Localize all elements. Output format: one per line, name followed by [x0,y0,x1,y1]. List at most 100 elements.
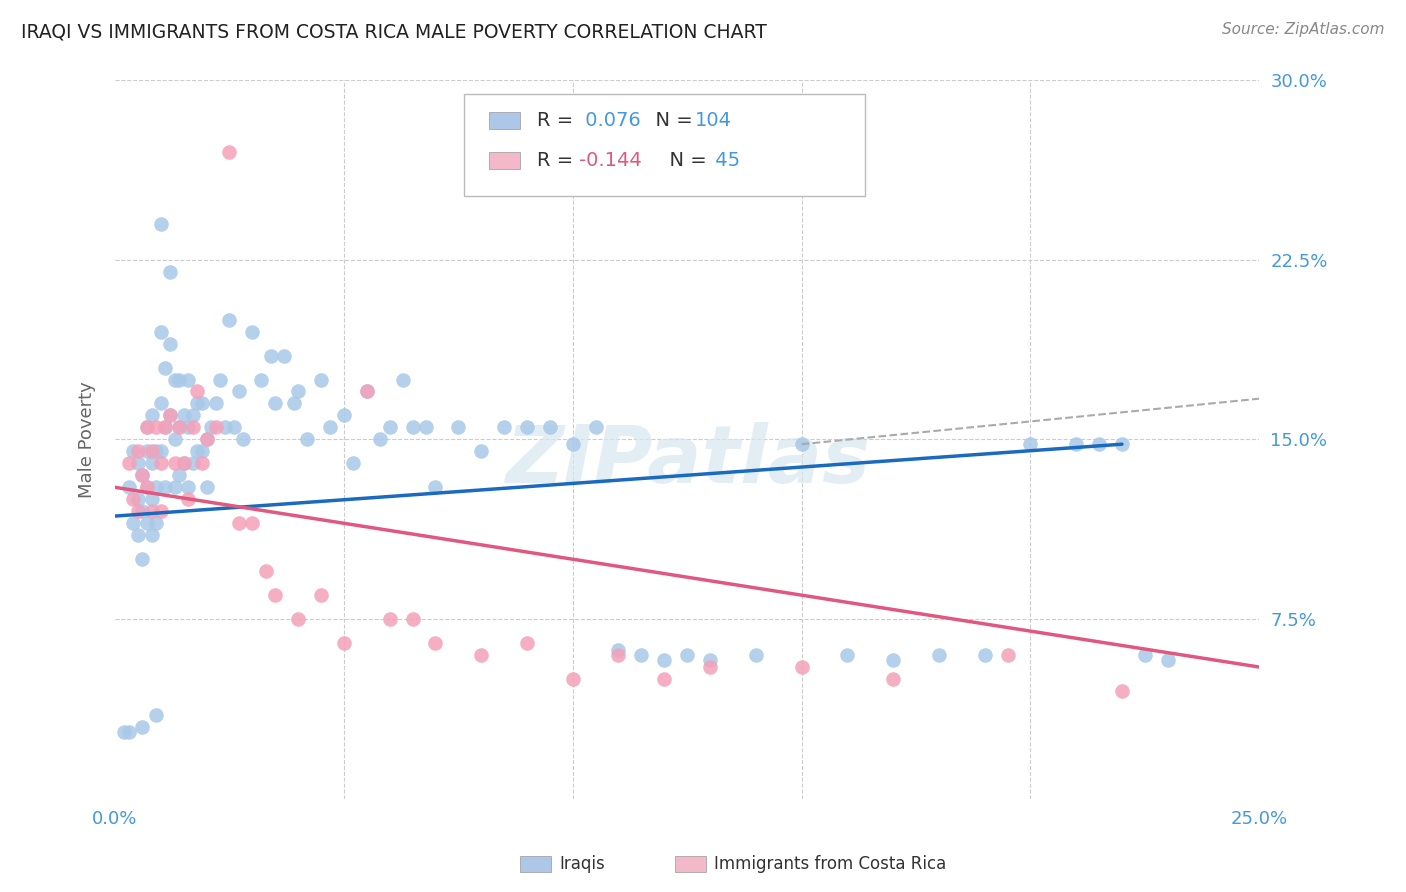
Point [228,516,250,531]
Point [652,672,675,686]
Point [145,420,167,434]
Point [136,420,159,434]
Point [790,437,813,451]
Point [240,516,263,531]
Text: Iraqis: Iraqis [560,855,606,873]
Point [425,480,447,494]
Point [191,456,214,470]
Point [145,444,167,458]
Point [882,672,904,686]
Point [141,444,163,458]
Point [699,660,721,674]
Point [204,396,226,410]
Point [163,372,186,386]
Point [1111,437,1133,451]
Point [222,420,245,434]
Point [928,648,950,662]
Point [131,552,153,566]
Point [218,312,240,326]
Point [200,420,222,434]
Point [561,672,583,686]
Point [159,409,181,423]
Text: N =: N = [657,151,713,170]
Point [118,456,141,470]
Point [149,444,172,458]
Point [145,480,167,494]
Point [342,456,364,470]
Point [159,265,181,279]
Point [163,480,186,494]
Point [136,420,159,434]
Point [122,516,145,531]
Text: -0.144: -0.144 [579,151,643,170]
Point [1133,648,1156,662]
Point [191,396,214,410]
Point [167,420,190,434]
Point [287,384,309,399]
Point [127,504,149,518]
Point [181,456,204,470]
Point [214,420,236,434]
Point [127,456,149,470]
Text: 104: 104 [695,111,731,130]
Point [136,516,159,531]
Point [1019,437,1042,451]
Point [127,492,149,507]
Point [378,420,401,434]
Point [159,409,181,423]
Point [163,456,186,470]
Point [232,433,254,447]
Point [145,708,167,723]
Point [131,504,153,518]
Point [273,349,295,363]
Text: N =: N = [643,111,699,130]
Point [319,420,342,434]
Point [145,516,167,531]
Point [177,420,200,434]
Point [186,396,208,410]
Point [973,648,995,662]
Point [401,612,423,626]
Point [287,612,309,626]
Point [447,420,470,434]
Point [155,420,177,434]
Point [333,636,356,650]
Text: IRAQI VS IMMIGRANTS FROM COSTA RICA MALE POVERTY CORRELATION CHART: IRAQI VS IMMIGRANTS FROM COSTA RICA MALE… [21,22,766,41]
Point [370,433,392,447]
Point [127,444,149,458]
Point [401,420,423,434]
Point [607,648,630,662]
Point [155,360,177,375]
Point [136,444,159,458]
Point [297,433,319,447]
Point [1088,437,1111,451]
Point [585,420,607,434]
Point [191,444,214,458]
Point [141,456,163,470]
Point [141,504,163,518]
Point [195,433,218,447]
Point [141,492,163,507]
Point [163,433,186,447]
Point [127,528,149,542]
Point [177,480,200,494]
Point [699,653,721,667]
Point [181,409,204,423]
Point [131,468,153,483]
Point [882,653,904,667]
Point [118,724,141,739]
Text: R =: R = [537,151,579,170]
Point [149,456,172,470]
Point [167,420,190,434]
Point [356,384,378,399]
Point [392,372,415,386]
Point [181,420,204,434]
Point [155,420,177,434]
Point [494,420,516,434]
Point [195,480,218,494]
Point [745,648,768,662]
Point [195,433,218,447]
Point [112,724,135,739]
Point [561,437,583,451]
Point [1111,684,1133,698]
